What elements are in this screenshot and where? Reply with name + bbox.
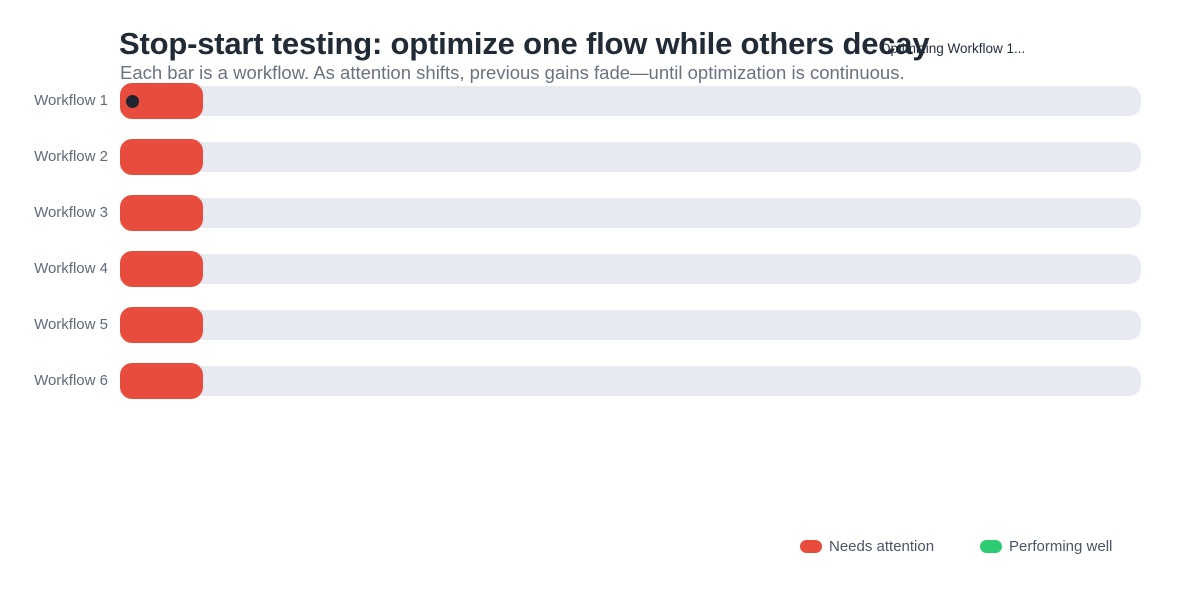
bar-fill-needs-attention <box>120 83 203 119</box>
legend: Needs attention Performing well <box>0 536 1200 556</box>
workflow-row: Workflow 5 <box>0 307 1200 343</box>
status-annotation: Optimizing Workflow 1... <box>880 41 1026 56</box>
workflow-label: Workflow 1 <box>34 92 108 109</box>
bar-fill-needs-attention <box>120 363 203 399</box>
legend-item-performing-well: Performing well <box>980 536 1112 556</box>
workflow-label: Workflow 5 <box>34 316 108 333</box>
legend-label: Needs attention <box>829 537 935 555</box>
workflow-label: Workflow 6 <box>34 372 108 389</box>
workflow-label: Workflow 3 <box>34 204 108 221</box>
legend-item-needs-attention: Needs attention <box>800 536 934 556</box>
workflow-row: Workflow 2 <box>0 139 1200 175</box>
bar-track <box>120 310 1141 340</box>
active-workflow-dot <box>126 94 139 108</box>
workflow-row: Workflow 1 <box>0 83 1200 119</box>
legend-swatch-green <box>980 539 1002 553</box>
workflow-row: Workflow 3 <box>0 195 1200 231</box>
bar-fill-needs-attention <box>120 139 203 175</box>
bar-fill-needs-attention <box>120 251 203 287</box>
workflow-row: Workflow 4 <box>0 251 1200 287</box>
bar-track <box>120 198 1141 228</box>
bar-track <box>120 142 1141 172</box>
workflow-label: Workflow 4 <box>34 260 108 277</box>
legend-label: Performing well <box>1009 537 1113 555</box>
chart-title: Stop-start testing: optimize one flow wh… <box>119 26 930 61</box>
bar-track <box>120 254 1141 284</box>
bar-track <box>120 86 1141 116</box>
bar-fill-needs-attention <box>120 307 203 343</box>
bar-fill-needs-attention <box>120 195 203 231</box>
workflow-label: Workflow 2 <box>34 148 108 165</box>
chart-subtitle: Each bar is a workflow. As attention shi… <box>120 62 905 83</box>
workflow-row: Workflow 6 <box>0 363 1200 399</box>
legend-swatch-red <box>800 539 822 553</box>
bar-track <box>120 366 1141 396</box>
